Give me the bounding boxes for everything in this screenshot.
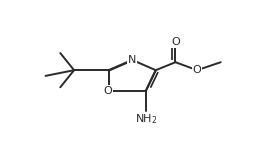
- Text: O: O: [193, 65, 201, 75]
- Text: N: N: [128, 55, 136, 65]
- Text: O: O: [171, 37, 180, 47]
- Text: NH$_2$: NH$_2$: [135, 112, 157, 126]
- Text: O: O: [103, 86, 112, 96]
